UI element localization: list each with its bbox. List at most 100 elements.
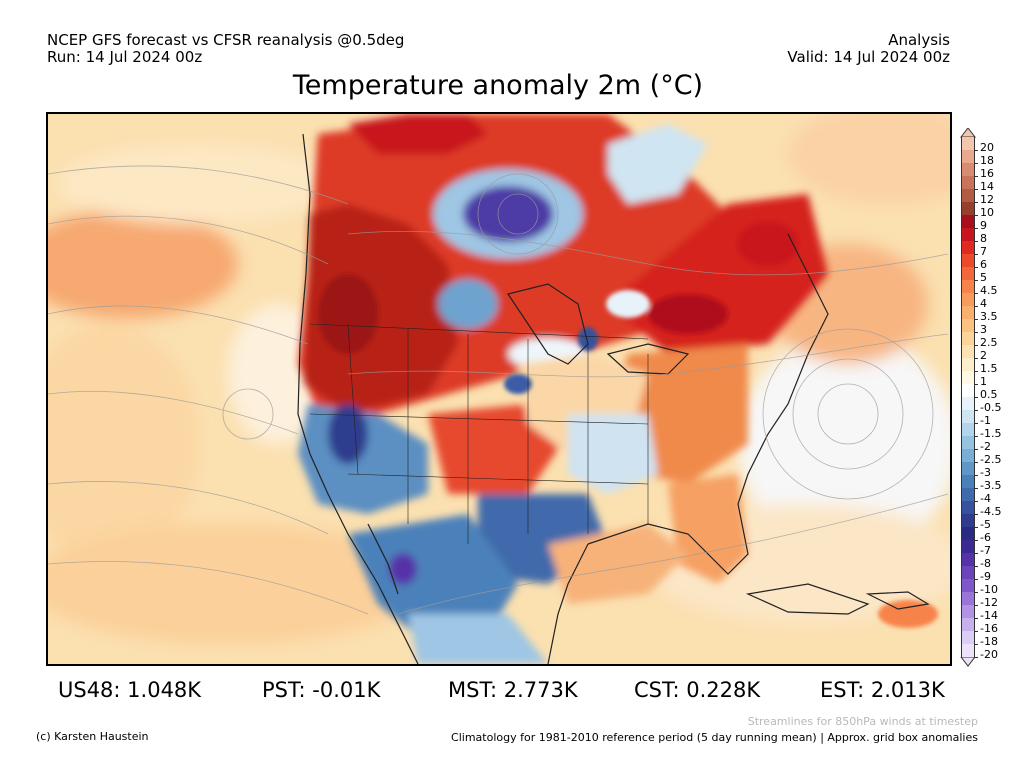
colorbar-bin: 4 [958,293,1024,310]
colorbar-tick [975,592,978,593]
colorbar-tick [975,254,978,255]
colorbar-label: 4 [980,297,987,310]
colorbar-tick [975,553,978,554]
colorbar-label: -12 [980,596,998,609]
colorbar-tick [975,150,978,151]
colorbar-bin: 8 [958,228,1024,245]
colorbar-tick [975,267,978,268]
colorbar-bin: -7 [958,540,1024,557]
colorbar-label: -2 [980,440,991,453]
colorbar-bin: -9 [958,566,1024,583]
colorbar-tick [975,215,978,216]
colorbar-bin: -12 [958,592,1024,609]
colorbar-swatch [961,293,975,306]
colorbar-swatch [961,371,975,384]
coastlines [297,133,930,664]
colorbar-bin: -10 [958,579,1024,596]
colorbar-swatch [961,280,975,293]
colorbar-bin: 16 [958,163,1024,180]
stat-est: EST: 2.013K [820,678,945,702]
colorbar-tick [975,319,978,320]
chart-title: Temperature anomaly 2m (°C) [292,70,704,101]
colorbar-bin: 1.5 [958,358,1024,375]
colorbar-swatch [961,631,975,644]
colorbar-swatch [961,462,975,475]
colorbar-bin: 20 [958,137,1024,154]
colorbar-swatch [961,163,975,176]
colorbar-bin: -14 [958,605,1024,622]
colorbar-bin: -1 [958,410,1024,427]
colorbar-swatch [961,332,975,345]
colorbar-tick [975,644,978,645]
colorbar-bin: -3.5 [958,475,1024,492]
colorbar-tick [975,423,978,424]
colorbar-tick [975,332,978,333]
colorbar-swatch [961,189,975,202]
colorbar-label: 18 [980,154,994,167]
colorbar-bin: 12 [958,189,1024,206]
colorbar-swatch [961,436,975,449]
colorbar-swatch [961,319,975,332]
colorbar-tick [975,371,978,372]
colorbar-swatch [961,202,975,215]
colorbar-bin: -20 [958,644,1024,661]
colorbar-bin: -6 [958,527,1024,544]
colorbar-label: 14 [980,180,994,193]
colorbar-bin: 1 [958,371,1024,388]
colorbar-label: -3 [980,466,991,479]
colorbar-label: 3 [980,323,987,336]
colorbar-tick [975,241,978,242]
colorbar-label: -20 [980,648,998,661]
colorbar-swatch [961,501,975,514]
colorbar-tick [975,605,978,606]
colorbar-tick [975,488,978,489]
colorbar-label: 3.5 [980,310,998,323]
colorbar-tick [975,618,978,619]
colorbar-bin: 2 [958,345,1024,362]
colorbar-swatch [961,397,975,410]
colorbar-label: 5 [980,271,987,284]
colorbar-tick [975,384,978,385]
colorbar-tick [975,189,978,190]
colorbar-bin: -4.5 [958,501,1024,518]
climatology-note: Climatology for 1981-2010 reference peri… [451,731,978,744]
colorbar-bin: -3 [958,462,1024,479]
analysis-label: Analysis [888,31,950,49]
colorbar-swatch [961,228,975,241]
colorbar-label: -18 [980,635,998,648]
anomaly-map-graphic [48,114,950,664]
colorbar-tick [975,410,978,411]
colorbar-label: -9 [980,570,991,583]
colorbar-tick [975,397,978,398]
colorbar-swatch [961,410,975,423]
stat-cst: CST: 0.228K [634,678,761,702]
colorbar-label: 9 [980,219,987,232]
colorbar-tick [975,514,978,515]
colorbar-tick [975,202,978,203]
colorbar-bin: -2.5 [958,449,1024,466]
run-time: Run: 14 Jul 2024 00z [47,48,203,66]
colorbar-bin: -16 [958,618,1024,635]
model-info: NCEP GFS forecast vs CFSR reanalysis @0.… [47,31,405,49]
colorbar-label: -4.5 [980,505,1002,518]
colorbar-swatch [961,241,975,254]
colorbar-tick [975,501,978,502]
colorbar-label: 20 [980,141,994,154]
colorbar-swatch [961,267,975,280]
colorbar-swatch [961,592,975,605]
colorbar-label: 0.5 [980,388,998,401]
colorbar-label: 10 [980,206,994,219]
colorbar-tick [975,527,978,528]
colorbar-label: -10 [980,583,998,596]
colorbar-swatch [961,488,975,501]
colorbar-label: -1 [980,414,991,427]
colorbar-bin: -1.5 [958,423,1024,440]
colorbar-label: 6 [980,258,987,271]
colorbar-label: -4 [980,492,991,505]
colorbar-label: 7 [980,245,987,258]
colorbar-label: 12 [980,193,994,206]
colorbar-bin: 3.5 [958,306,1024,323]
colorbar-label: -3.5 [980,479,1002,492]
colorbar-tick [975,631,978,632]
colorbar-swatch [961,345,975,358]
